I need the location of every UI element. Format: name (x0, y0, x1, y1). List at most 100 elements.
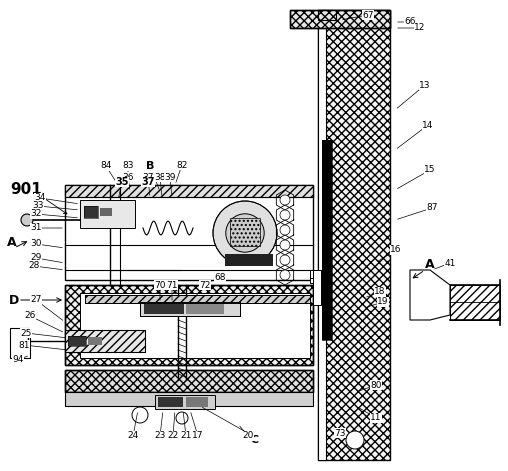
Text: 28: 28 (28, 261, 40, 270)
Text: 27: 27 (30, 295, 42, 304)
Text: 73: 73 (334, 429, 346, 438)
Bar (155, 395, 215, 409)
Bar (186, 397, 208, 407)
Text: 32: 32 (30, 210, 42, 219)
Bar (318, 10, 326, 460)
Text: 37: 37 (141, 177, 155, 187)
Text: 14: 14 (422, 121, 434, 130)
Text: 11: 11 (370, 414, 382, 422)
Circle shape (235, 223, 255, 243)
Text: 18: 18 (374, 287, 386, 297)
Circle shape (280, 255, 290, 265)
Text: 36: 36 (122, 172, 134, 181)
Text: 66: 66 (404, 17, 416, 26)
Bar (65, 330, 145, 352)
Circle shape (132, 407, 148, 423)
Text: 20: 20 (242, 431, 253, 440)
Text: 81: 81 (18, 341, 30, 349)
Bar (65, 185, 313, 197)
Bar (65, 285, 313, 365)
Bar (68, 336, 86, 346)
Text: 24: 24 (128, 431, 139, 440)
Text: 16: 16 (390, 245, 402, 254)
Circle shape (280, 240, 290, 250)
Bar (10, 328, 30, 358)
Bar (186, 304, 224, 314)
Bar (313, 270, 321, 305)
Circle shape (280, 195, 290, 205)
Text: 84: 84 (100, 162, 112, 171)
Polygon shape (410, 270, 450, 320)
Bar (290, 10, 390, 28)
Circle shape (280, 270, 290, 280)
Bar (84, 206, 98, 218)
Bar (158, 397, 183, 407)
Bar (65, 185, 313, 197)
Circle shape (346, 431, 364, 449)
Text: 70: 70 (154, 281, 166, 290)
Text: A: A (7, 236, 17, 250)
Text: 33: 33 (32, 202, 44, 211)
Text: 25: 25 (20, 328, 31, 338)
Bar (450, 285, 500, 320)
Text: 30: 30 (30, 239, 42, 249)
Bar (225, 254, 273, 266)
Bar (65, 185, 313, 280)
Text: 35: 35 (116, 178, 128, 187)
Bar (84, 206, 98, 218)
Text: B: B (146, 161, 154, 171)
Text: 68: 68 (214, 274, 226, 283)
Text: 67: 67 (362, 10, 374, 19)
Bar (230, 218, 260, 246)
Bar (65, 330, 145, 352)
Text: 901: 901 (10, 182, 42, 197)
Text: 29: 29 (30, 253, 42, 262)
Text: D: D (9, 293, 19, 307)
Text: 13: 13 (419, 81, 431, 89)
Text: 39: 39 (164, 172, 176, 181)
Bar (140, 302, 240, 316)
Circle shape (280, 225, 290, 235)
Text: 19: 19 (377, 298, 389, 307)
Text: 83: 83 (122, 162, 134, 171)
Bar (68, 336, 86, 346)
Bar (310, 270, 322, 278)
Text: 71: 71 (166, 281, 178, 290)
Text: C: C (251, 435, 259, 445)
Bar (85, 295, 310, 303)
Bar (318, 10, 390, 460)
Bar (80, 293, 310, 358)
Bar (65, 370, 313, 392)
Text: 22: 22 (167, 431, 179, 440)
Bar (85, 295, 310, 303)
Text: 37: 37 (142, 172, 154, 181)
Bar (290, 10, 390, 28)
Text: 31: 31 (30, 224, 42, 233)
Bar (322, 140, 332, 340)
Text: 15: 15 (424, 165, 436, 174)
Text: 41: 41 (444, 259, 456, 268)
Bar (80, 200, 135, 228)
Text: 72: 72 (199, 281, 211, 290)
Bar (140, 302, 240, 316)
Bar (88, 337, 102, 345)
Circle shape (280, 210, 290, 220)
Bar (65, 392, 313, 406)
Bar (100, 208, 112, 216)
Text: 80: 80 (370, 381, 382, 390)
Circle shape (21, 214, 33, 226)
Bar (322, 140, 332, 340)
Text: 26: 26 (24, 311, 36, 320)
Circle shape (226, 214, 264, 252)
Text: 82: 82 (176, 161, 187, 170)
Text: 87: 87 (426, 203, 438, 212)
Bar (144, 304, 184, 314)
Circle shape (176, 412, 188, 424)
Text: 34: 34 (35, 194, 46, 203)
Circle shape (213, 201, 277, 265)
Bar (310, 278, 322, 283)
Text: 21: 21 (180, 431, 192, 440)
Text: 12: 12 (415, 24, 426, 32)
Text: 23: 23 (154, 431, 166, 440)
Text: 35: 35 (115, 177, 129, 187)
